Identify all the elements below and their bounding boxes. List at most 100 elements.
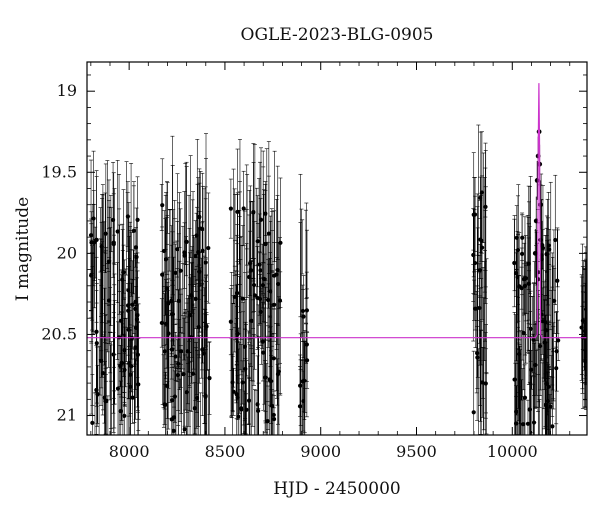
data-point (278, 240, 283, 245)
data-point (115, 386, 121, 391)
y-tick-label: 19 (57, 81, 77, 100)
data-point (513, 421, 519, 426)
data-point (169, 417, 174, 422)
data-point (261, 350, 266, 355)
data-point (271, 416, 277, 422)
data-point (182, 427, 187, 432)
data-point (272, 302, 277, 307)
data-point (265, 418, 270, 424)
data-point (115, 229, 120, 234)
x-tick-label: 9500 (396, 442, 437, 461)
data-point (103, 231, 108, 236)
y-axis-label: I magnitude (13, 197, 33, 301)
data-point (552, 298, 557, 303)
data-point (256, 408, 261, 413)
data-point (178, 268, 183, 273)
data-point (175, 372, 181, 378)
data-point (483, 204, 488, 209)
data-point (471, 410, 476, 415)
data-point (159, 320, 164, 326)
event-point (534, 177, 540, 183)
data-point (192, 406, 197, 411)
data-point (160, 203, 165, 208)
data-point (193, 296, 198, 301)
data-point (543, 402, 548, 408)
data-point (247, 274, 252, 280)
data-point (240, 380, 245, 385)
data-point (251, 282, 257, 288)
data-point (125, 214, 130, 219)
data-point (121, 270, 126, 275)
data-point (176, 298, 181, 304)
data-point (579, 325, 584, 330)
data-point (126, 327, 131, 332)
data-point (130, 395, 135, 400)
data-point (95, 392, 100, 397)
data-point (236, 414, 241, 419)
y-tick-label: 21 (57, 406, 77, 425)
data-point (275, 281, 281, 287)
data-point (257, 262, 262, 267)
data-point (203, 260, 208, 265)
data-point (255, 239, 260, 244)
season-band (471, 124, 489, 435)
y-tick-label: 19.5 (41, 162, 77, 181)
data-point (277, 298, 283, 303)
data-point (546, 243, 551, 248)
data-point (554, 366, 559, 371)
data-point (92, 240, 97, 245)
season-band (159, 133, 212, 435)
data-point (521, 330, 526, 336)
data-point (203, 394, 208, 399)
data-point (164, 286, 170, 291)
data-point (240, 296, 245, 301)
season-band (88, 150, 141, 435)
model-curve (87, 83, 587, 339)
data-point (301, 314, 306, 319)
data-point (182, 253, 187, 258)
x-tick-label: 10000 (487, 442, 538, 461)
data-point (126, 308, 131, 313)
data-point (526, 261, 531, 266)
data-point (512, 377, 517, 382)
x-axis-label: HJD - 2450000 (273, 479, 401, 499)
data-point (194, 233, 199, 238)
y-axis: 19 19.5 20 20.5 21 (41, 74, 587, 425)
season-band (297, 173, 310, 435)
data-point (475, 355, 480, 360)
data-point (527, 407, 532, 412)
event-point (538, 202, 544, 208)
data-point (537, 343, 543, 349)
data-point (515, 247, 521, 253)
data-point (228, 206, 233, 211)
data-point (206, 245, 211, 251)
data-point (110, 217, 116, 223)
data-point (300, 379, 305, 384)
data-point (522, 395, 528, 400)
x-axis: 8000 8500 9000 9500 10000 (90, 62, 571, 461)
data-point (553, 237, 558, 243)
data-points (88, 107, 587, 435)
x-tick-label: 9000 (300, 442, 341, 461)
data-point (118, 408, 123, 414)
data-point (515, 275, 520, 280)
data-point (170, 398, 175, 403)
data-point (160, 272, 165, 277)
data-point (297, 404, 303, 409)
x-tick-label: 8000 (109, 442, 150, 461)
plot-frame (86, 61, 588, 436)
data-point (239, 407, 244, 412)
data-point (520, 235, 525, 240)
data-point (525, 421, 531, 426)
data-point (166, 331, 171, 336)
event-point (539, 242, 545, 248)
data-point (133, 245, 138, 250)
data-point (200, 347, 205, 352)
data-point (162, 248, 167, 254)
data-point (164, 383, 170, 388)
data-point (173, 354, 178, 359)
y-tick-label: 20.5 (41, 324, 77, 343)
event-point (532, 250, 538, 256)
data-point (265, 297, 271, 303)
data-point (271, 356, 276, 361)
